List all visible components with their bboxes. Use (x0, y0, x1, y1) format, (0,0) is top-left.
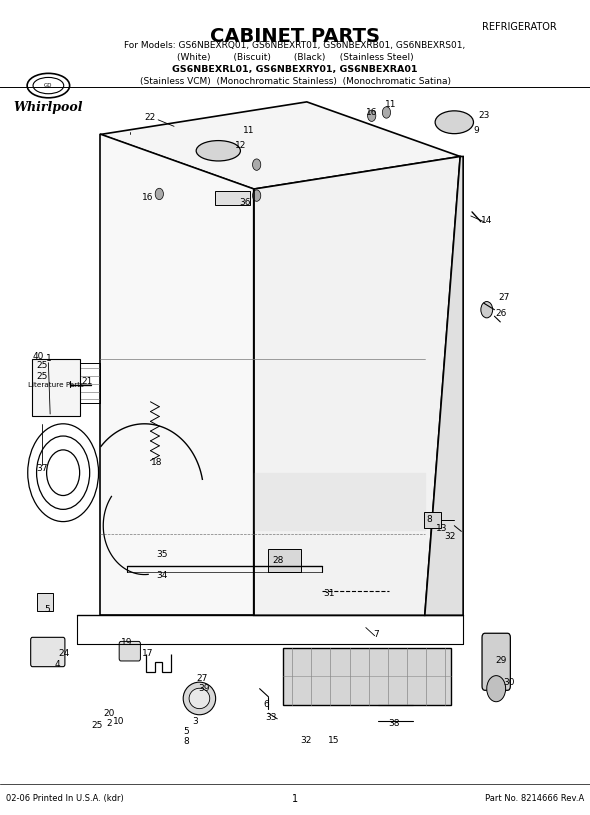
Text: (Stainless VCM)  (Monochromatic Stainless)  (Monochromatic Satina): (Stainless VCM) (Monochromatic Stainless… (139, 77, 451, 86)
Bar (424, 512, 441, 528)
Circle shape (487, 676, 506, 702)
Circle shape (382, 107, 391, 118)
Text: 31: 31 (323, 588, 335, 598)
Text: 16: 16 (142, 192, 153, 202)
Polygon shape (254, 156, 460, 615)
Text: 9: 9 (474, 126, 480, 135)
Ellipse shape (435, 111, 473, 134)
Text: 18: 18 (150, 458, 162, 468)
Text: 33: 33 (266, 712, 277, 722)
Text: 3: 3 (192, 716, 198, 726)
FancyBboxPatch shape (119, 641, 140, 661)
Bar (37, 593, 53, 611)
Text: 20: 20 (103, 708, 115, 718)
Text: 38: 38 (388, 719, 400, 729)
Text: 37: 37 (37, 464, 48, 474)
Text: 39: 39 (198, 684, 209, 694)
Text: Literature Parts: Literature Parts (28, 382, 84, 389)
Text: Whirlpool: Whirlpool (14, 101, 83, 114)
Text: 6: 6 (264, 700, 270, 710)
Ellipse shape (183, 682, 216, 715)
Text: 02-06 Printed In U.S.A. (kdr): 02-06 Printed In U.S.A. (kdr) (6, 794, 124, 803)
Polygon shape (283, 648, 451, 705)
Circle shape (253, 190, 261, 201)
Circle shape (155, 188, 163, 200)
Text: 1: 1 (292, 794, 298, 804)
Text: 22: 22 (145, 112, 156, 122)
Bar (32, 359, 80, 416)
Polygon shape (254, 473, 425, 530)
Text: 19: 19 (121, 637, 133, 647)
Text: 27: 27 (196, 673, 208, 683)
Text: 15: 15 (327, 735, 339, 745)
Text: 29: 29 (496, 655, 507, 665)
Text: (White)        (Biscuit)        (Black)     (Stainless Steel): (White) (Biscuit) (Black) (Stainless Ste… (176, 53, 414, 62)
Text: 36: 36 (239, 197, 251, 207)
Polygon shape (100, 134, 254, 615)
Text: 25: 25 (91, 720, 103, 730)
Text: 10: 10 (113, 716, 125, 726)
Text: 2: 2 (106, 719, 112, 729)
Bar (268, 549, 301, 572)
Text: For Models: GS6NBEXRQ01, GS6NBEXRT01, GS6NBEXRB01, GS6NBEXRS01,: For Models: GS6NBEXRQ01, GS6NBEXRT01, GS… (124, 41, 466, 50)
Text: CABINET PARTS: CABINET PARTS (210, 27, 380, 46)
FancyBboxPatch shape (31, 637, 65, 667)
Text: REFRIGERATOR: REFRIGERATOR (482, 22, 556, 32)
Circle shape (481, 302, 493, 318)
Text: 5: 5 (44, 605, 50, 615)
Text: 21: 21 (81, 377, 93, 386)
Ellipse shape (196, 141, 241, 161)
Text: GD: GD (44, 83, 53, 88)
Text: 14: 14 (481, 215, 493, 225)
Polygon shape (425, 156, 463, 615)
Text: 5: 5 (183, 727, 189, 737)
Text: 32: 32 (300, 735, 312, 745)
Text: 28: 28 (273, 556, 284, 566)
Text: 25: 25 (37, 372, 48, 381)
Text: 17: 17 (142, 649, 153, 659)
Text: 35: 35 (156, 549, 168, 559)
Text: 27: 27 (499, 293, 510, 302)
Text: 13: 13 (435, 523, 447, 533)
Text: 32: 32 (444, 531, 455, 541)
Text: 12: 12 (235, 140, 247, 150)
Circle shape (253, 159, 261, 170)
Text: 25: 25 (37, 360, 48, 370)
Text: 40: 40 (32, 352, 44, 362)
Text: Part No. 8214666 Rev.A: Part No. 8214666 Rev.A (485, 794, 584, 803)
Text: 1: 1 (45, 354, 51, 363)
Text: 23: 23 (478, 111, 490, 121)
FancyBboxPatch shape (482, 633, 510, 690)
Text: 7: 7 (373, 629, 379, 639)
Circle shape (368, 110, 376, 121)
Polygon shape (100, 102, 460, 189)
Ellipse shape (189, 688, 210, 709)
Text: 26: 26 (496, 309, 507, 319)
Text: 8: 8 (183, 737, 189, 747)
Text: GS6NBEXRL01, GS6NBEXRY01, GS6NBEXRA01: GS6NBEXRL01, GS6NBEXRY01, GS6NBEXRA01 (172, 65, 418, 74)
Text: 11: 11 (243, 126, 255, 135)
Text: 34: 34 (156, 570, 168, 580)
Text: 30: 30 (503, 678, 514, 688)
Text: 8: 8 (427, 515, 432, 525)
Text: 4: 4 (55, 659, 61, 669)
Text: 16: 16 (366, 108, 378, 117)
Bar (215, 191, 250, 205)
Text: 11: 11 (385, 99, 396, 109)
Text: 24: 24 (58, 649, 70, 659)
